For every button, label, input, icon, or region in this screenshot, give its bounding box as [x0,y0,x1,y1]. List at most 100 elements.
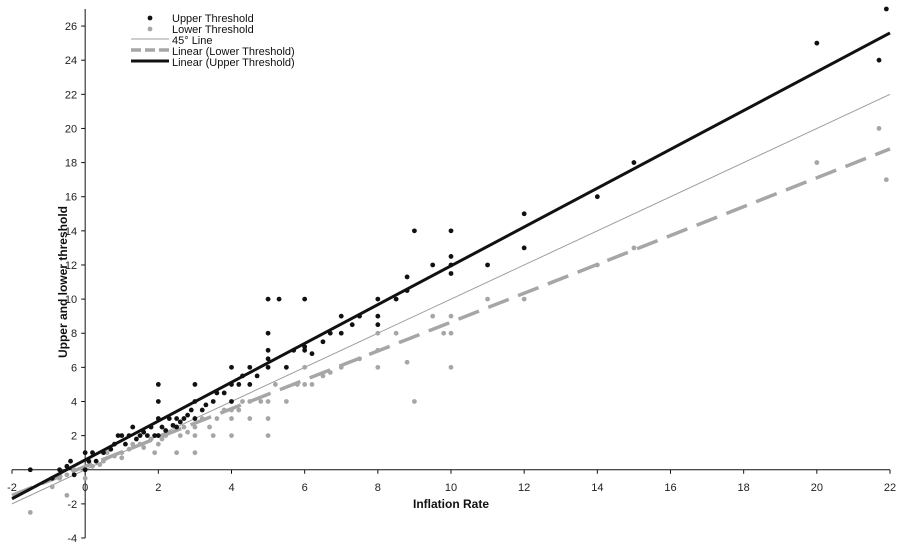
upper-threshold-point [90,450,95,456]
x-tick-label: 14 [591,482,603,494]
lower-threshold-point [112,453,117,459]
upper-threshold-point [876,57,882,63]
lower-threshold-point [126,446,132,452]
upper-threshold-point [521,245,527,251]
lower-threshold-point [240,399,245,404]
x-tick-label: 12 [518,482,530,494]
y-tick-label: 26 [65,21,77,33]
lower-threshold-point [258,399,264,404]
lower-threshold-point [210,433,216,439]
y-tick-label: 8 [71,328,77,340]
legend-label: Lower Threshold [172,24,254,36]
upper-threshold-point [349,322,355,328]
legend-marker [147,15,153,21]
y-tick-label: 20 [65,123,77,135]
lower-threshold-point [594,262,600,268]
upper-threshold-point [404,274,410,280]
lower-threshold-point [448,330,454,336]
lower-threshold-point [247,399,253,404]
legend-label: 45° Line [172,35,213,47]
legend-item-4: Linear (Upper Threshold) [131,57,295,69]
x-tick-label: 4 [228,482,234,494]
legend-item-0: Upper Threshold [147,13,254,25]
upper-threshold-point [192,416,198,421]
upper-threshold-point [240,373,245,379]
upper-threshold-point [119,433,125,439]
upper-threshold-point [71,472,77,478]
upper-threshold-point [174,424,180,430]
x-axis-title: Inflation Rate [413,497,489,511]
upper-threshold-point [430,262,436,268]
lower-threshold-point [876,126,882,131]
lower-threshold-point [302,364,308,370]
upper-threshold-point [448,254,454,259]
x-tick-label: 18 [738,482,750,494]
lower-threshold-point [441,330,447,336]
lower-threshold-point [883,177,889,183]
upper-threshold-point [93,458,99,464]
lower-threshold-point [192,450,198,456]
upper-threshold-point [155,433,161,439]
x-tick-label: -2 [7,482,17,494]
upper-threshold-point [148,424,154,430]
lower-threshold-point [273,382,278,387]
upper-threshold-point [144,433,150,439]
x-tick-label: 6 [302,482,308,494]
lower-threshold-point [119,450,125,456]
upper-threshold-point [155,399,161,404]
upper-threshold-point [448,262,454,268]
upper-threshold-point [276,296,282,302]
upper-threshold-point [265,347,271,353]
lower-threshold-point [148,436,154,442]
legend-item-2: 45° Line [131,35,213,47]
upper-threshold-point [265,296,271,302]
y-tick-label: 16 [65,192,77,204]
upper-threshold-point [229,382,234,387]
x-axis-ticks: -2 0 2 4 6 8 10 12 14 16 18 20 22 [7,469,896,494]
upper-threshold-point [254,373,260,379]
upper-threshold-point [375,296,381,302]
lower-threshold-point [404,359,410,365]
upper-threshold-point [247,382,253,387]
y-tick-label: 2 [71,431,77,443]
upper-threshold-point [210,399,216,404]
lower-threshold-point [199,416,205,421]
upper-threshold-point [203,402,209,408]
lower-threshold-point [166,429,172,435]
lower-threshold-point [375,364,381,370]
legend-item-1: Lower Threshold [147,24,254,36]
legend-label: Linear (Upper Threshold) [172,57,295,69]
lower-threshold-point [236,407,242,413]
x-tick-label: 8 [375,482,381,494]
lower-threshold-point [64,472,70,478]
lower-threshold-point [214,416,220,421]
legend-marker [147,26,153,32]
upper-threshold-point [327,330,333,336]
lower-threshold-point [163,433,169,439]
upper-threshold-point [283,364,289,370]
lower-threshold-point [181,424,187,430]
legend-item-3: Linear (Lower Threshold) [131,46,295,58]
lower-threshold-point [302,382,308,387]
upper-threshold-point [57,467,62,473]
upper-threshold-point [291,347,297,353]
upper-threshold-point [49,475,55,481]
lower-threshold-point [327,370,333,375]
lower-threshold-point [101,458,106,464]
y-tick-label: 14 [65,226,77,238]
lower-threshold-point [119,455,125,461]
x-tick-label: 22 [884,482,896,494]
y-tick-label: 10 [65,294,77,306]
lower-threshold-point [247,416,253,421]
upper-threshold-point [404,288,410,293]
lower-threshold-point [338,364,344,370]
y-tick-label: 24 [65,55,77,67]
upper-threshold-point [236,382,242,387]
legend-label: Upper Threshold [172,13,254,25]
lower-threshold-point [137,441,143,447]
upper-threshold-point [101,450,106,456]
x-tick-label: 16 [664,482,676,494]
upper-threshold-point [188,407,194,413]
